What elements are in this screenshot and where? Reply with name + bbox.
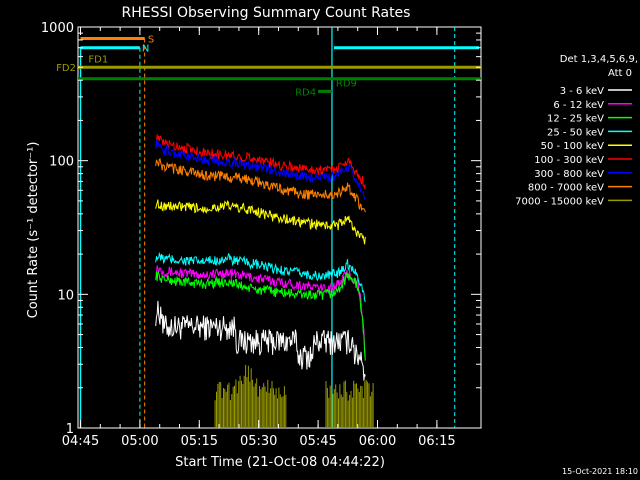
legend: Det 1,3,4,5,6,9, Att 0 3 - 6 keV 6 - 12 keV… — [515, 54, 638, 207]
legend-label: 300 - 800 keV — [534, 169, 604, 180]
legend-label: 3 - 6 keV — [560, 86, 604, 97]
y-tick-label: 100 — [49, 155, 74, 170]
x-tick-label: 06:15 — [418, 434, 455, 449]
series-trace — [155, 271, 366, 361]
legend-label: 7000 - 15000 keV — [515, 196, 604, 207]
x-tick-label: 05:30 — [240, 434, 277, 449]
legend-label: 100 - 300 keV — [534, 155, 604, 166]
flag-label-n: N — [142, 44, 149, 55]
series-trace — [214, 364, 374, 428]
legend-label: 12 - 25 keV — [547, 114, 604, 125]
legend-label: 6 - 12 keV — [553, 100, 604, 111]
series-trace — [155, 251, 366, 303]
flag-label-rd4: RD4 — [295, 87, 316, 98]
legend-label: 25 - 50 keV — [547, 127, 604, 138]
x-axis-label: Start Time (21-Oct-08 04:44:22) — [175, 455, 385, 470]
plot-frame — [77, 26, 482, 429]
legend-label: 50 - 100 keV — [541, 141, 605, 152]
y-axis-label: Count Rate (s⁻¹ detector⁻¹) — [26, 142, 41, 319]
flag-label-rd9: RD9 — [336, 79, 357, 90]
chart-title: RHESSI Observing Summary Count Rates — [122, 5, 411, 21]
legend-label: 800 - 7000 keV — [528, 183, 604, 194]
series-trace — [155, 300, 366, 381]
x-tick-label: 05:45 — [299, 434, 336, 449]
timestamp: 15-Oct-2021 18:10 — [562, 467, 638, 476]
flag-label-s: S — [148, 35, 154, 46]
y-tick-label: 1000 — [41, 21, 74, 36]
legend-header: Det 1,3,4,5,6,9, — [560, 54, 638, 65]
x-tick-label: 05:00 — [121, 434, 158, 449]
y-tick-label: 1 — [66, 422, 74, 437]
series-trace — [155, 157, 366, 213]
x-tick-label: 05:15 — [181, 434, 218, 449]
axes: 04:45 05:00 05:15 05:30 05:45 06:00 06:15 1 10 10… — [41, 21, 481, 449]
flag-label-fd2: FD2 — [56, 63, 76, 74]
x-tick-label: 06:00 — [359, 434, 396, 449]
series-trace — [155, 199, 366, 245]
y-tick-label: 10 — [57, 288, 74, 303]
x-tick-label: 04:45 — [62, 434, 99, 449]
series-trace — [155, 265, 366, 357]
legend-subheader: Att 0 — [608, 68, 632, 79]
series-trace — [155, 140, 366, 201]
flag-label-fd1: FD1 — [88, 55, 108, 66]
series-layer — [155, 134, 374, 428]
